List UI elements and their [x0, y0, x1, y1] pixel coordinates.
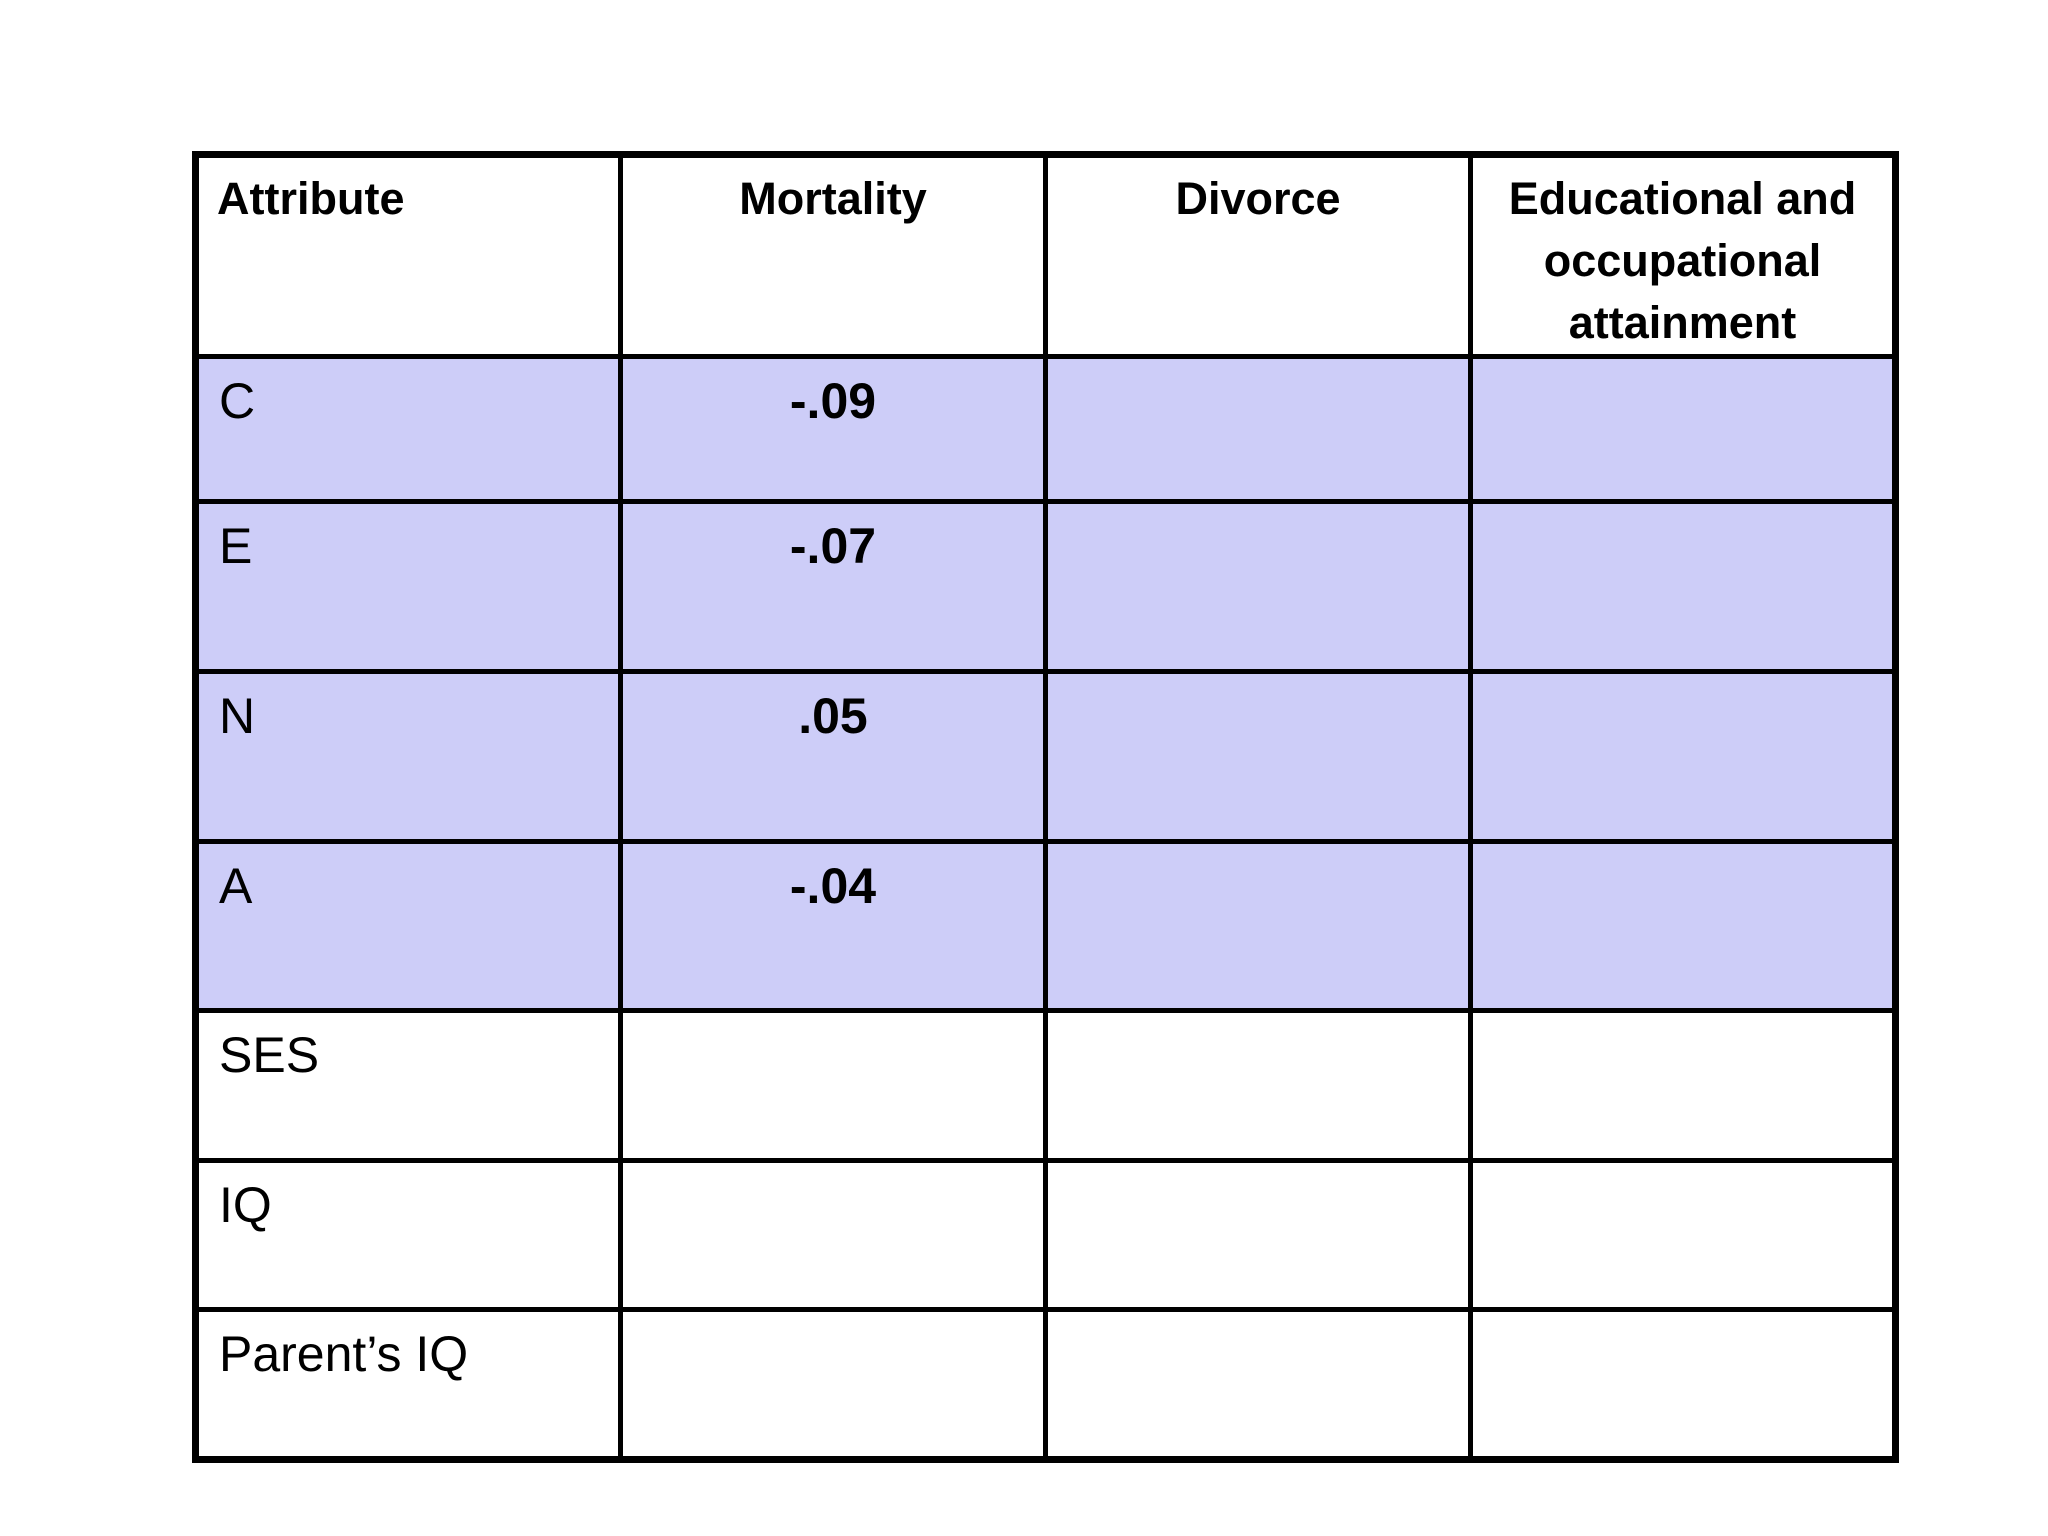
cell-attainment [1468, 839, 1898, 1014]
cell-mortality: -.09 [618, 354, 1048, 505]
cell-mortality: -.07 [618, 499, 1048, 675]
table-row: E -.07 [193, 499, 1898, 675]
column-header-mortality: Mortality [618, 151, 1048, 360]
cell-divorce [1043, 1158, 1473, 1313]
cell-attainment [1468, 1307, 1898, 1463]
column-header-divorce: Divorce [1043, 151, 1473, 360]
cell-attainment [1468, 1008, 1898, 1164]
correlations-table: Attribute Mortality Divorce Educational … [192, 151, 1899, 1464]
cell-attainment [1468, 499, 1898, 675]
cell-divorce [1043, 669, 1473, 845]
table-row: C -.09 [193, 354, 1898, 505]
cell-attribute: SES [193, 1008, 623, 1164]
cell-divorce [1043, 1307, 1473, 1463]
column-header-attribute: Attribute [193, 151, 623, 360]
cell-divorce [1043, 354, 1473, 505]
table-row: A -.04 [193, 839, 1898, 1014]
cell-mortality [618, 1008, 1048, 1164]
header-row: Attribute Mortality Divorce Educational … [193, 151, 1898, 360]
cell-attainment [1468, 354, 1898, 505]
cell-mortality [618, 1307, 1048, 1463]
table-row: SES [193, 1008, 1898, 1164]
cell-divorce [1043, 1008, 1473, 1164]
cell-attribute: IQ [193, 1158, 623, 1313]
table-row: N .05 [193, 669, 1898, 845]
cell-mortality [618, 1158, 1048, 1313]
cell-attribute: E [193, 499, 623, 675]
cell-attainment [1468, 669, 1898, 845]
cell-divorce [1043, 499, 1473, 675]
cell-attribute: C [193, 354, 623, 505]
table-row: IQ [193, 1158, 1898, 1313]
cell-mortality: .05 [618, 669, 1048, 845]
cell-attribute: N [193, 669, 623, 845]
cell-attribute: A [193, 839, 623, 1014]
cell-attribute: Parent’s IQ [193, 1307, 623, 1463]
cell-attainment [1468, 1158, 1898, 1313]
table-row: Parent’s IQ [193, 1307, 1898, 1463]
cell-mortality: -.04 [618, 839, 1048, 1014]
cell-divorce [1043, 839, 1473, 1014]
column-header-attainment: Educational and occupational attainment [1468, 151, 1898, 360]
